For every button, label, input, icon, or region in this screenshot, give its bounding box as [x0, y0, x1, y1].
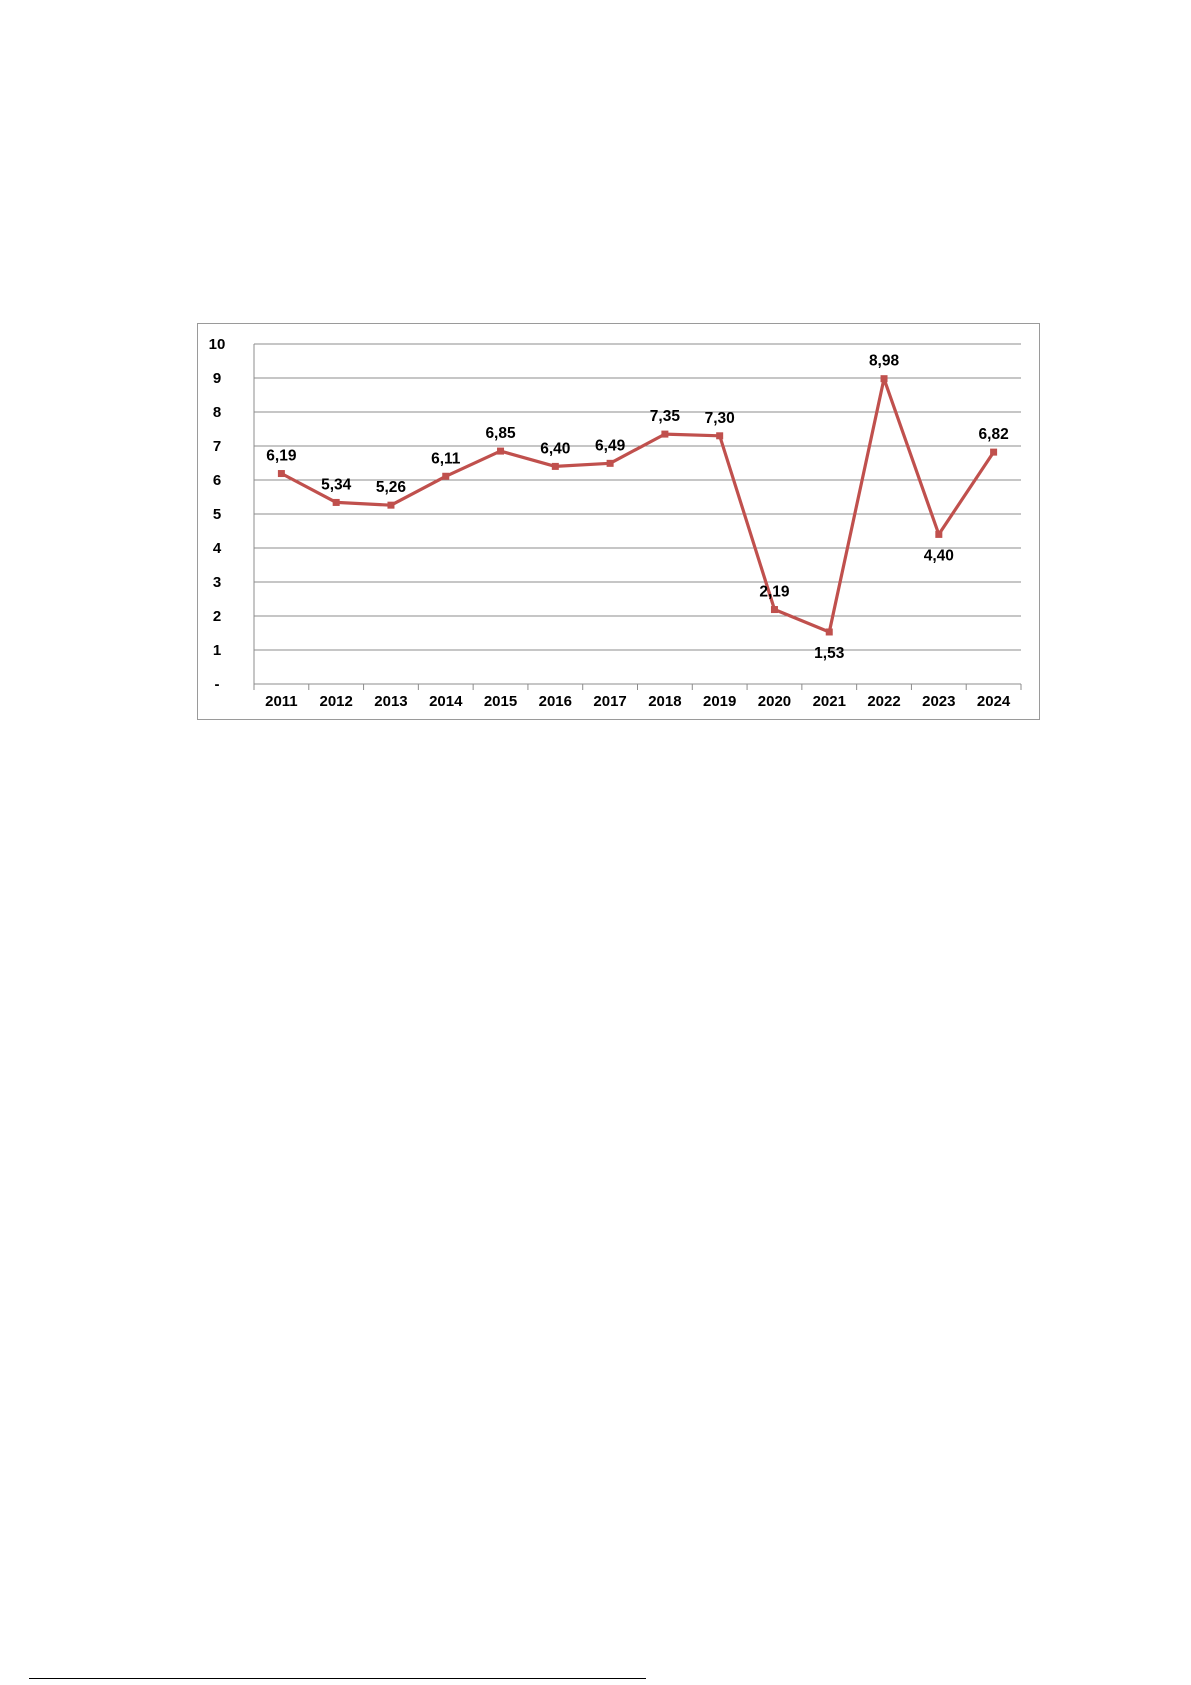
- x-tick-label-2020: 2020: [758, 693, 791, 710]
- x-tick-label-2011: 2011: [265, 693, 298, 710]
- data-label-2015: 6,85: [485, 425, 516, 442]
- y-tick-label-5: 5: [213, 506, 221, 523]
- data-label-2020: 2,19: [759, 584, 790, 601]
- data-point-2011: [277, 470, 285, 478]
- y-tick-label-8: 8: [213, 404, 221, 421]
- axes: [253, 344, 1022, 690]
- data-point-2013: [387, 501, 395, 509]
- data-label-2014: 6,11: [431, 450, 461, 467]
- y-tick-label-0: -: [215, 676, 220, 693]
- data-point-2021: [825, 628, 833, 636]
- y-tick-labels: - 1 2 3 4 5 6 7 8 9 10: [209, 336, 226, 693]
- x-tick-label-2019: 2019: [703, 693, 736, 710]
- x-tick-label-2024: 2024: [977, 693, 1011, 710]
- data-point-2016: [551, 462, 559, 470]
- x-tick-label-2017: 2017: [593, 693, 626, 710]
- data-point-2023: [935, 530, 943, 538]
- y-tick-label-7: 7: [213, 438, 221, 455]
- footer-rule: [29, 1678, 646, 1679]
- x-tick-label-2022: 2022: [867, 693, 900, 710]
- data-point-2020: [770, 606, 778, 614]
- data-labels: 6,19 5,34 5,26 6,11 6,85 6,40 6,49 7,35 7,30 2,19…: [266, 353, 1008, 662]
- y-tick-label-1: 1: [213, 642, 221, 659]
- y-tick-label-9: 9: [213, 370, 221, 387]
- data-point-2017: [606, 459, 614, 467]
- data-label-2023: 4,40: [924, 547, 954, 564]
- data-point-2018: [661, 430, 669, 438]
- data-label-2024: 6,82: [979, 426, 1009, 443]
- chart-frame: -1 2 3 4 5 6 7 8 9 10 2011 2012 2013 2014 2015 2016 201…: [197, 323, 1040, 720]
- data-label-2018: 7,35: [650, 408, 681, 425]
- data-markers: [277, 375, 998, 636]
- x-tick-label-2023: 2023: [922, 693, 955, 710]
- x-tick-label-2012: 2012: [319, 693, 352, 710]
- x-tick-labels: 2011 2012 2013 2014 2015 2016 2017 2018 2019 2020…: [265, 693, 1011, 710]
- data-label-2012: 5,34: [321, 476, 352, 493]
- y-tick-label-3: 3: [213, 574, 221, 591]
- x-tick-label-2014: 2014: [429, 693, 463, 710]
- y-tick-label-4: 4: [213, 540, 222, 557]
- series-line-path: [279, 377, 996, 634]
- data-point-2015: [497, 447, 505, 455]
- data-label-2013: 5,26: [376, 479, 407, 496]
- gridlines: [254, 343, 1021, 651]
- data-point-2014: [442, 472, 450, 480]
- data-point-2024: [990, 448, 998, 456]
- data-point-2022: [880, 375, 888, 383]
- x-tick-label-2015: 2015: [484, 693, 517, 710]
- data-label-2017: 6,49: [595, 437, 626, 454]
- y-tick-label-2: 2: [213, 608, 221, 625]
- data-label-2022: 8,98: [869, 353, 900, 370]
- x-tick-label-2016: 2016: [539, 693, 572, 710]
- data-point-2019: [716, 432, 724, 440]
- data-label-2016: 6,40: [540, 440, 570, 457]
- x-tick-label-2013: 2013: [374, 693, 407, 710]
- x-tick-label-2018: 2018: [648, 693, 681, 710]
- y-tick-label-6: 6: [213, 472, 221, 489]
- data-label-2011: 6,19: [266, 448, 297, 465]
- series-line: [279, 377, 996, 634]
- y-tick-label-10: 10: [209, 336, 226, 353]
- data-label-2021: 1,53: [814, 645, 845, 662]
- data-point-2012: [332, 498, 340, 506]
- x-tick-label-2021: 2021: [813, 693, 846, 710]
- data-label-2019: 7,30: [705, 410, 735, 427]
